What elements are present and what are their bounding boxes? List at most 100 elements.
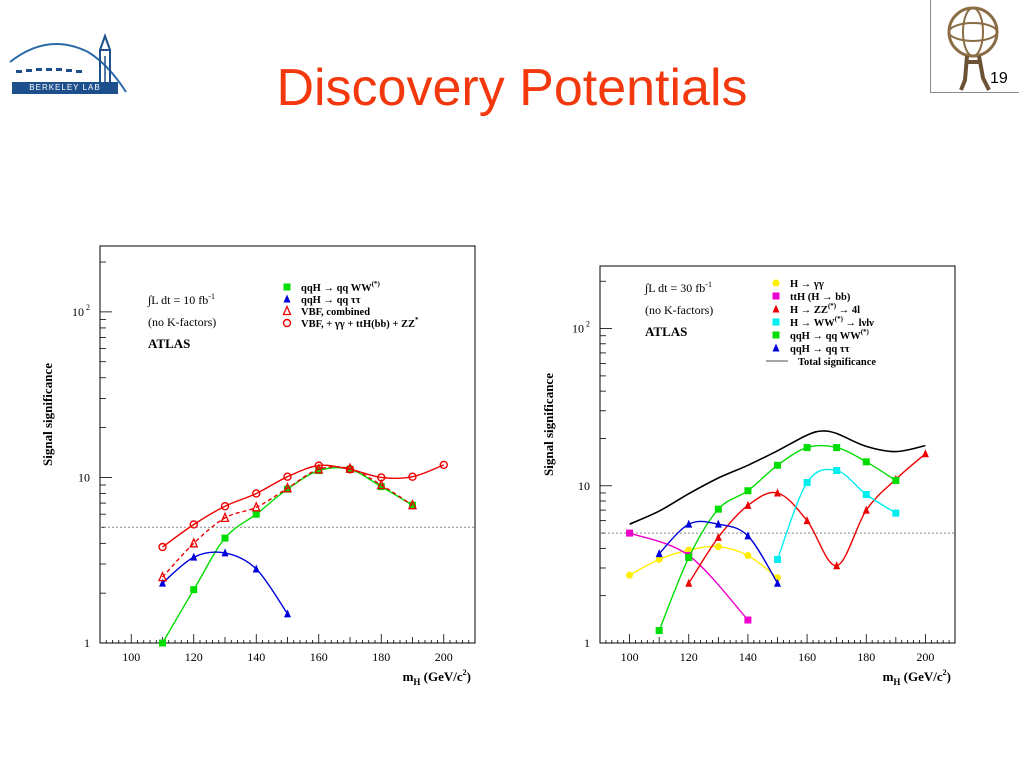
series-line [658, 520, 779, 584]
data-point [862, 458, 870, 466]
data-point [862, 505, 870, 514]
data-point [252, 510, 260, 518]
x-tick-label: 200 [916, 650, 934, 664]
data-point [744, 552, 752, 560]
data-point [190, 552, 198, 561]
data-point [315, 467, 323, 475]
y-tick-label: 1 [84, 636, 90, 650]
series-3 [158, 460, 448, 552]
legend-entry: qqH → qq ττ [790, 344, 850, 355]
legend-swatch [772, 331, 780, 339]
data-point [408, 472, 417, 481]
legend-swatch [772, 343, 780, 352]
x-tick-label: 120 [680, 650, 698, 664]
data-point [159, 639, 166, 647]
data-point [439, 460, 448, 470]
data-point [714, 532, 722, 541]
legend-entry: VBF, combined [301, 307, 370, 318]
legend-entry: H → WW(*) → lνlν [790, 315, 874, 329]
data-point [714, 505, 722, 513]
data-point [714, 519, 722, 528]
data-point [221, 548, 229, 557]
data-point [283, 472, 292, 481]
data-point [774, 488, 781, 497]
y-axis-label: Signal significance [40, 363, 55, 466]
x-tick-label: 100 [122, 650, 140, 664]
data-point [655, 549, 663, 558]
series-4 [655, 444, 900, 635]
data-point [376, 478, 386, 490]
y-tick-label: 10 2 [72, 303, 90, 319]
data-point [833, 444, 841, 452]
y-tick-label: 10 [78, 470, 90, 484]
annotation-kfactor: (no K-factors) [645, 303, 713, 317]
data-point [685, 578, 693, 587]
legend-entry: ttH (H → bb) [790, 292, 851, 303]
data-point [252, 489, 261, 498]
x-axis-label: mH (GeV/c2) [403, 668, 471, 687]
annotation-experiment: ATLAS [645, 324, 687, 339]
data-point [921, 449, 929, 458]
x-tick-label: 100 [621, 650, 639, 664]
x-tick-label: 180 [372, 650, 390, 664]
page-number: 19 [990, 70, 1008, 87]
data-point [251, 501, 261, 512]
annotation-luminosity: ∫L dt = 30 fb-1 [644, 280, 712, 295]
atlas-logo [930, 0, 1019, 93]
data-point [220, 502, 230, 511]
legend-entry: H → γγ [790, 279, 824, 290]
data-point [774, 555, 781, 563]
series-5 [655, 519, 781, 587]
legend-swatch [772, 279, 780, 287]
data-point [189, 520, 198, 529]
data-point [345, 465, 355, 474]
x-tick-label: 160 [310, 650, 328, 664]
series-2 [685, 449, 929, 587]
x-tick-label: 160 [798, 650, 816, 664]
series-0 [626, 543, 781, 582]
data-point [892, 477, 900, 485]
data-point [284, 609, 291, 618]
x-tick-label: 120 [185, 650, 203, 664]
data-point [774, 461, 781, 469]
berkeley-lab-logo-text: BERKELEY LAB [12, 82, 118, 94]
x-tick-label: 140 [739, 650, 757, 664]
x-tick-label: 200 [435, 650, 453, 664]
data-point [284, 485, 291, 493]
data-point [626, 571, 634, 579]
data-point [685, 519, 693, 528]
data-point [774, 578, 781, 587]
legend-swatch [283, 283, 291, 291]
legend-swatch [772, 304, 780, 313]
data-point [744, 616, 752, 624]
data-point [892, 509, 900, 517]
series-1 [626, 529, 752, 624]
legend-entry: H → ZZ(*) → 4l [790, 302, 860, 316]
data-point [314, 461, 323, 470]
series-line [161, 466, 413, 578]
series-3 [774, 467, 900, 563]
y-tick-label: 1 [584, 636, 590, 650]
series-1 [159, 548, 291, 618]
y-tick-label: 10 [578, 479, 590, 493]
data-point [685, 553, 693, 561]
data-point [685, 546, 693, 554]
data-point [803, 478, 811, 486]
data-point [744, 500, 752, 509]
x-tick-label: 180 [857, 650, 875, 664]
y-axis-label: Signal significance [541, 373, 556, 476]
data-point [377, 483, 385, 491]
data-point [408, 499, 417, 510]
data-point [833, 561, 841, 570]
data-point [189, 537, 199, 548]
legend-entry: qqH → qq WW(*) [790, 328, 870, 342]
legend-swatch [282, 318, 292, 328]
data-point [714, 543, 722, 551]
annotation-luminosity: ∫L dt = 10 fb-1 [147, 292, 215, 307]
data-point [862, 491, 870, 499]
data-point [744, 531, 752, 540]
chart-right: 100 120 140 160 180 200 1 10 10 2 Signal signific… [541, 265, 956, 687]
data-point [744, 487, 752, 495]
data-point [252, 564, 260, 573]
data-point [283, 482, 292, 493]
